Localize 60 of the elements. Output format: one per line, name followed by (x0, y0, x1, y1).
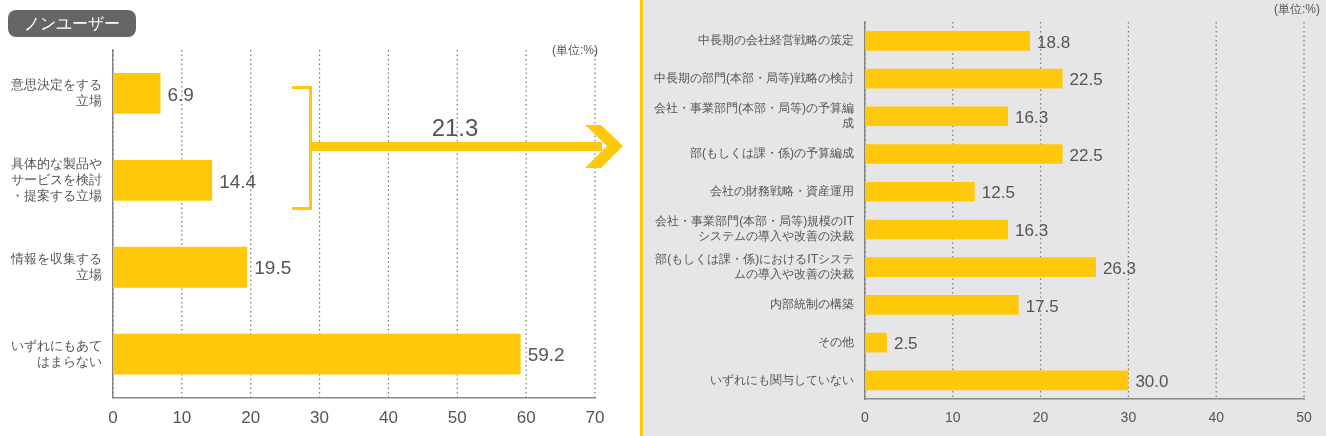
y-tick-label: いずれにもあてはまらない (11, 337, 102, 369)
data-label: 22.5 (1069, 70, 1103, 90)
y-tick-label: 意思決定をする立場 (10, 76, 102, 109)
data-label: 14.4 (219, 170, 257, 192)
y-tick-label: 会社の財務戦略・資産運用 (709, 184, 854, 199)
y-tick-label: 内部統制の構築 (769, 297, 854, 312)
y-tick-label: 情報を収集する立場 (10, 250, 102, 282)
annotation: 21.3 (430, 114, 480, 142)
x-tick-label: 40 (378, 408, 398, 428)
x-tick-label: 10 (945, 409, 961, 426)
y-tick-label: その他 (817, 334, 854, 349)
bar (864, 219, 1009, 240)
annotation: (単位:%) (552, 42, 598, 59)
bar (113, 246, 248, 288)
bar (864, 144, 1063, 164)
x-tick-label: 60 (516, 408, 536, 428)
y-tick-label: 中長期の会社経営戦略の策定 (697, 33, 854, 48)
x-tick-label: 10 (172, 408, 192, 428)
bar (113, 73, 161, 114)
x-tick-label: 40 (1208, 409, 1225, 426)
data-label: 22.5 (1069, 145, 1103, 165)
y-tick-label: 具体的な製品やサービスを検討・提案する立場 (11, 155, 102, 204)
x-tick-label: 0 (108, 408, 118, 428)
x-tick-label: 30 (1120, 409, 1137, 426)
data-label: 16.3 (1015, 221, 1049, 241)
bar (864, 181, 975, 202)
x-tick-label: 20 (1032, 409, 1049, 426)
data-label: 59.2 (527, 344, 565, 366)
x-tick-label: 70 (585, 408, 605, 428)
y-tick-label: 会社・事業部門(本部・局等)の予算編成 (653, 101, 854, 131)
x-tick-label: 50 (1296, 409, 1312, 426)
y-tick-label: 部(もしくは課・係)におけるITシステムの導入や改善の決裁 (655, 251, 854, 281)
bar (864, 68, 1063, 89)
data-label: 16.3 (1015, 107, 1049, 127)
bar (864, 332, 887, 353)
text: (単位:%) (1274, 1, 1320, 18)
bar (864, 106, 1009, 127)
data-label: 30.0 (1135, 372, 1169, 392)
data-label: 2.5 (893, 334, 918, 354)
data-label: 12.5 (981, 183, 1015, 203)
y-tick-label: 会社・事業部門(本部・局等)規模のITシステムの導入や改善の決裁 (655, 214, 855, 244)
bar (113, 159, 213, 201)
data-label: 6.9 (167, 83, 194, 105)
y-tick-label: いずれにも関与していない (709, 372, 854, 387)
bar (864, 370, 1129, 391)
data-label: 17.5 (1025, 296, 1059, 316)
bar (864, 257, 1096, 277)
chart-title: ノンユーザー (8, 10, 136, 37)
bar (864, 31, 1031, 51)
bar (113, 333, 521, 375)
x-tick-label: 50 (447, 408, 467, 428)
y-tick-label: 中長期の部門(本部・局等)戦略の検討 (653, 70, 854, 85)
x-tick-label: 20 (241, 408, 261, 428)
data-label: 26.3 (1102, 258, 1136, 278)
data-label: 18.8 (1037, 32, 1071, 52)
bar (864, 295, 1019, 315)
x-tick-label: 30 (310, 408, 330, 428)
y-tick-label: 部(もしくは課・係)の予算編成 (689, 146, 854, 161)
data-label: 19.5 (254, 257, 292, 279)
x-tick-label: 0 (861, 409, 870, 426)
